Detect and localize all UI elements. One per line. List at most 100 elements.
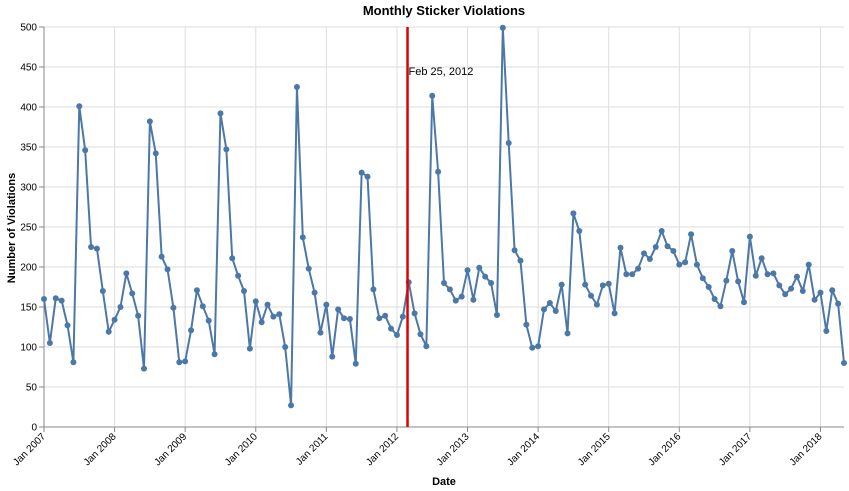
data-point	[629, 271, 636, 278]
data-point	[199, 303, 206, 310]
data-point	[229, 255, 236, 262]
data-point	[711, 296, 718, 302]
y-tick-label: 250	[20, 223, 37, 234]
data-point	[729, 248, 736, 254]
data-point	[564, 330, 571, 337]
series-layer	[41, 24, 847, 409]
data-point	[241, 288, 247, 294]
data-point	[176, 359, 183, 366]
data-point	[670, 248, 677, 254]
data-point	[505, 140, 512, 146]
x-tick-label: Jan 2014	[505, 431, 542, 468]
data-point	[741, 299, 747, 306]
data-point	[788, 285, 795, 292]
data-point	[446, 286, 453, 293]
data-point	[258, 319, 265, 326]
axis-layer: 0 50 100 150 200 250 300 350 400 450 500 Jan 2007 Ja…	[11, 23, 844, 468]
data-point	[370, 286, 377, 293]
data-point	[346, 316, 353, 322]
y-tick-label: 100	[20, 343, 37, 354]
data-point	[105, 328, 112, 335]
data-point	[276, 311, 283, 318]
data-point	[417, 331, 424, 338]
data-point	[170, 304, 177, 311]
x-tick-label: Jan 2013	[435, 431, 472, 468]
y-tick-label: 350	[20, 143, 37, 154]
data-point	[817, 289, 824, 296]
data-point	[152, 150, 159, 157]
data-point	[805, 261, 812, 268]
data-point	[41, 296, 47, 302]
data-point	[323, 301, 330, 308]
data-point	[746, 233, 753, 240]
data-point	[211, 351, 218, 358]
data-point	[582, 281, 589, 288]
data-point	[758, 255, 765, 262]
data-point	[699, 275, 706, 282]
data-point	[288, 402, 295, 409]
data-point	[841, 360, 847, 366]
data-point	[570, 210, 577, 217]
data-point	[393, 332, 400, 338]
data-point	[576, 228, 583, 234]
data-point	[123, 270, 130, 277]
data-point	[352, 360, 359, 367]
data-point	[552, 308, 559, 314]
data-point	[558, 281, 565, 288]
data-point	[93, 245, 100, 252]
data-point	[205, 317, 212, 324]
data-point	[452, 297, 459, 304]
data-point	[517, 257, 524, 264]
y-tick-label: 450	[20, 63, 37, 74]
data-point	[429, 92, 436, 99]
data-point	[64, 322, 71, 329]
data-point	[776, 282, 783, 289]
data-point	[476, 264, 483, 271]
data-point	[76, 103, 83, 110]
data-point	[305, 265, 312, 272]
data-point	[646, 256, 653, 262]
data-point	[641, 250, 647, 257]
data-point	[423, 343, 430, 350]
data-point	[141, 365, 147, 372]
x-tick-label: Jan 2015	[576, 431, 613, 468]
series-line	[43, 27, 845, 406]
data-point	[376, 315, 383, 322]
data-point	[264, 301, 271, 308]
data-point	[529, 344, 536, 351]
data-point	[693, 261, 700, 268]
data-point	[411, 310, 418, 317]
y-tick-label: 300	[20, 183, 37, 194]
data-point	[835, 300, 842, 307]
x-tick-label: Jan 2016	[647, 431, 684, 468]
data-point	[470, 296, 477, 303]
data-point	[164, 266, 171, 273]
data-point	[793, 273, 800, 280]
data-point	[70, 359, 77, 366]
data-point	[599, 282, 606, 289]
x-tick-label: Jan 2011	[294, 431, 331, 468]
data-point	[482, 273, 489, 280]
data-point	[217, 110, 224, 117]
data-point	[341, 315, 347, 322]
data-point	[146, 118, 153, 125]
data-point	[382, 312, 389, 319]
data-point	[723, 277, 730, 284]
data-point	[129, 290, 136, 297]
data-point	[611, 310, 618, 317]
x-tick-label: Jan 2017	[717, 431, 754, 468]
data-point	[235, 272, 242, 279]
data-point	[588, 292, 595, 299]
data-point	[329, 353, 336, 360]
y-tick-label: 500	[20, 23, 37, 34]
data-point	[135, 312, 142, 319]
data-point	[82, 147, 89, 154]
data-point	[676, 261, 683, 268]
data-point	[511, 247, 518, 254]
data-point	[311, 289, 318, 296]
data-point	[735, 278, 742, 285]
data-point	[717, 303, 724, 310]
data-point	[658, 228, 665, 234]
x-tick-label: Jan 2008	[82, 431, 119, 468]
